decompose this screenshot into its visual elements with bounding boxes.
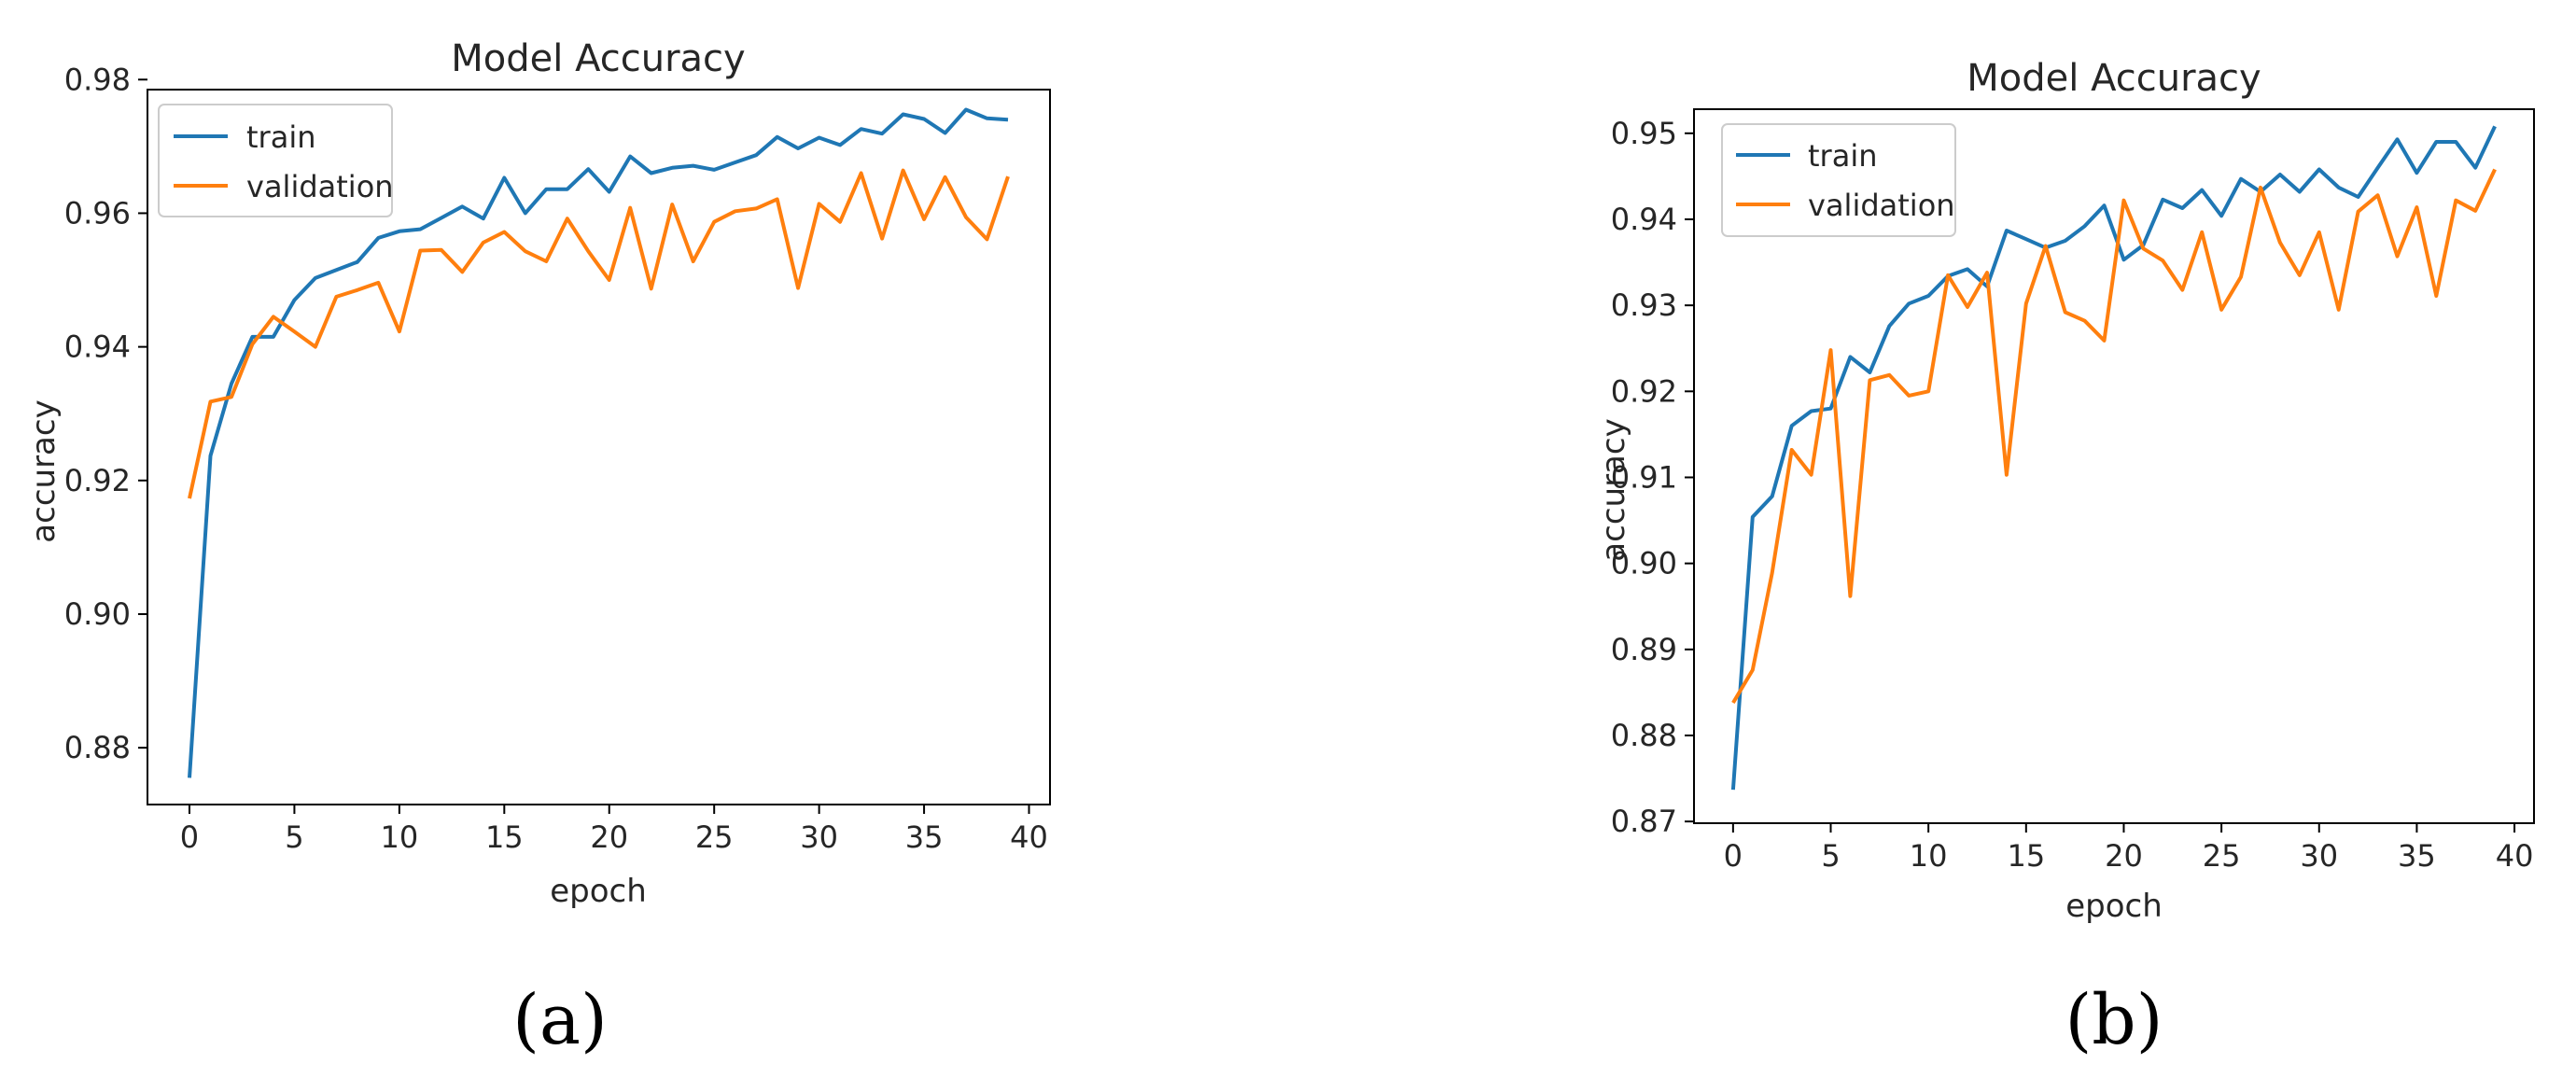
y-tick-label: 0.92 <box>1611 373 1677 409</box>
y-tick-label: 0.96 <box>64 195 131 231</box>
legend-label-train: train <box>246 119 315 155</box>
y-tick-label: 0.95 <box>1611 116 1677 151</box>
y-tick-label: 0.89 <box>1611 632 1677 667</box>
axes-frame <box>147 89 1051 805</box>
chart-panel-b: Model Accuracy epoch accuracy 0 5 10 15 20 25… <box>1577 0 2576 1060</box>
x-tick-label: 40 <box>1010 819 1048 855</box>
x-tick-label: 15 <box>2007 838 2045 874</box>
chart-title: Model Accuracy <box>1967 57 2261 100</box>
series-line-train <box>188 107 1009 778</box>
x-tick-label: 0 <box>1724 838 1743 874</box>
legend-label-validation: validation <box>246 169 394 204</box>
x-axis-label: epoch <box>550 873 647 910</box>
y-tick-label: 0.90 <box>1611 546 1677 581</box>
x-tick-label: 40 <box>2496 838 2534 874</box>
x-tick-label: 25 <box>695 819 734 855</box>
y-axis-label: accuracy <box>25 399 63 542</box>
axes-frame <box>1693 108 2535 824</box>
x-tick-label: 0 <box>180 819 199 855</box>
x-tick-label: 20 <box>590 819 628 855</box>
legend-box <box>158 104 393 217</box>
x-tick-label: 30 <box>2300 838 2338 874</box>
x-tick-label: 5 <box>285 819 303 855</box>
y-axis-label: accuracy <box>1595 418 1632 561</box>
x-tick-label: 35 <box>905 819 944 855</box>
x-tick-label: 25 <box>2203 838 2241 874</box>
panel-caption-a: (a) <box>512 980 608 1060</box>
plot-area: 0 5 10 15 20 25 30 35 40 0.88 0.90 0.92 0.94 0.96 0.98 <box>64 62 1051 855</box>
chart-a: Model Accuracy epoch accuracy 0 5 10 15 20 25… <box>25 37 1051 910</box>
y-tick-label: 0.92 <box>64 463 131 498</box>
x-tick-label: 10 <box>1910 838 1948 874</box>
y-tick-label: 0.93 <box>1611 287 1677 323</box>
y-tick-label: 0.98 <box>64 62 131 97</box>
legend-label-train: train <box>1808 138 1877 174</box>
x-tick-label: 15 <box>485 819 524 855</box>
series-line-train <box>1730 125 2497 791</box>
chart-b: Model Accuracy epoch accuracy 0 5 10 15 20 25… <box>1595 57 2535 925</box>
x-tick-label: 10 <box>381 819 419 855</box>
y-tick-label: 0.88 <box>1611 718 1677 753</box>
x-tick-label: 35 <box>2398 838 2436 874</box>
legend: train validation <box>158 104 394 217</box>
series-line-validation <box>1731 168 2497 705</box>
legend-box <box>1721 123 1956 237</box>
legend-label-validation: validation <box>1808 188 1955 223</box>
y-tick-label: 0.91 <box>1611 459 1677 495</box>
chart-title: Model Accuracy <box>451 37 745 80</box>
y-tick-label: 0.90 <box>64 596 131 632</box>
x-axis-label: epoch <box>2065 888 2163 925</box>
legend: train validation <box>1721 123 1956 237</box>
x-tick-label: 20 <box>2105 838 2143 874</box>
series-line-validation <box>188 168 1010 499</box>
y-tick-label: 0.94 <box>64 329 131 365</box>
x-tick-label: 5 <box>1821 838 1840 874</box>
y-tick-label: 0.87 <box>1611 804 1677 839</box>
y-tick-label: 0.94 <box>1611 202 1677 237</box>
chart-panel-a: Model Accuracy epoch accuracy 0 5 10 15 20 25… <box>0 0 1288 1060</box>
x-tick-label: 30 <box>800 819 838 855</box>
plot-area: 0 5 10 15 20 25 30 35 40 0.87 0.88 0.89 0.90 0.91 0.92… <box>1611 108 2535 874</box>
y-tick-label: 0.88 <box>64 730 131 765</box>
panel-caption-b: (b) <box>2065 980 2163 1060</box>
